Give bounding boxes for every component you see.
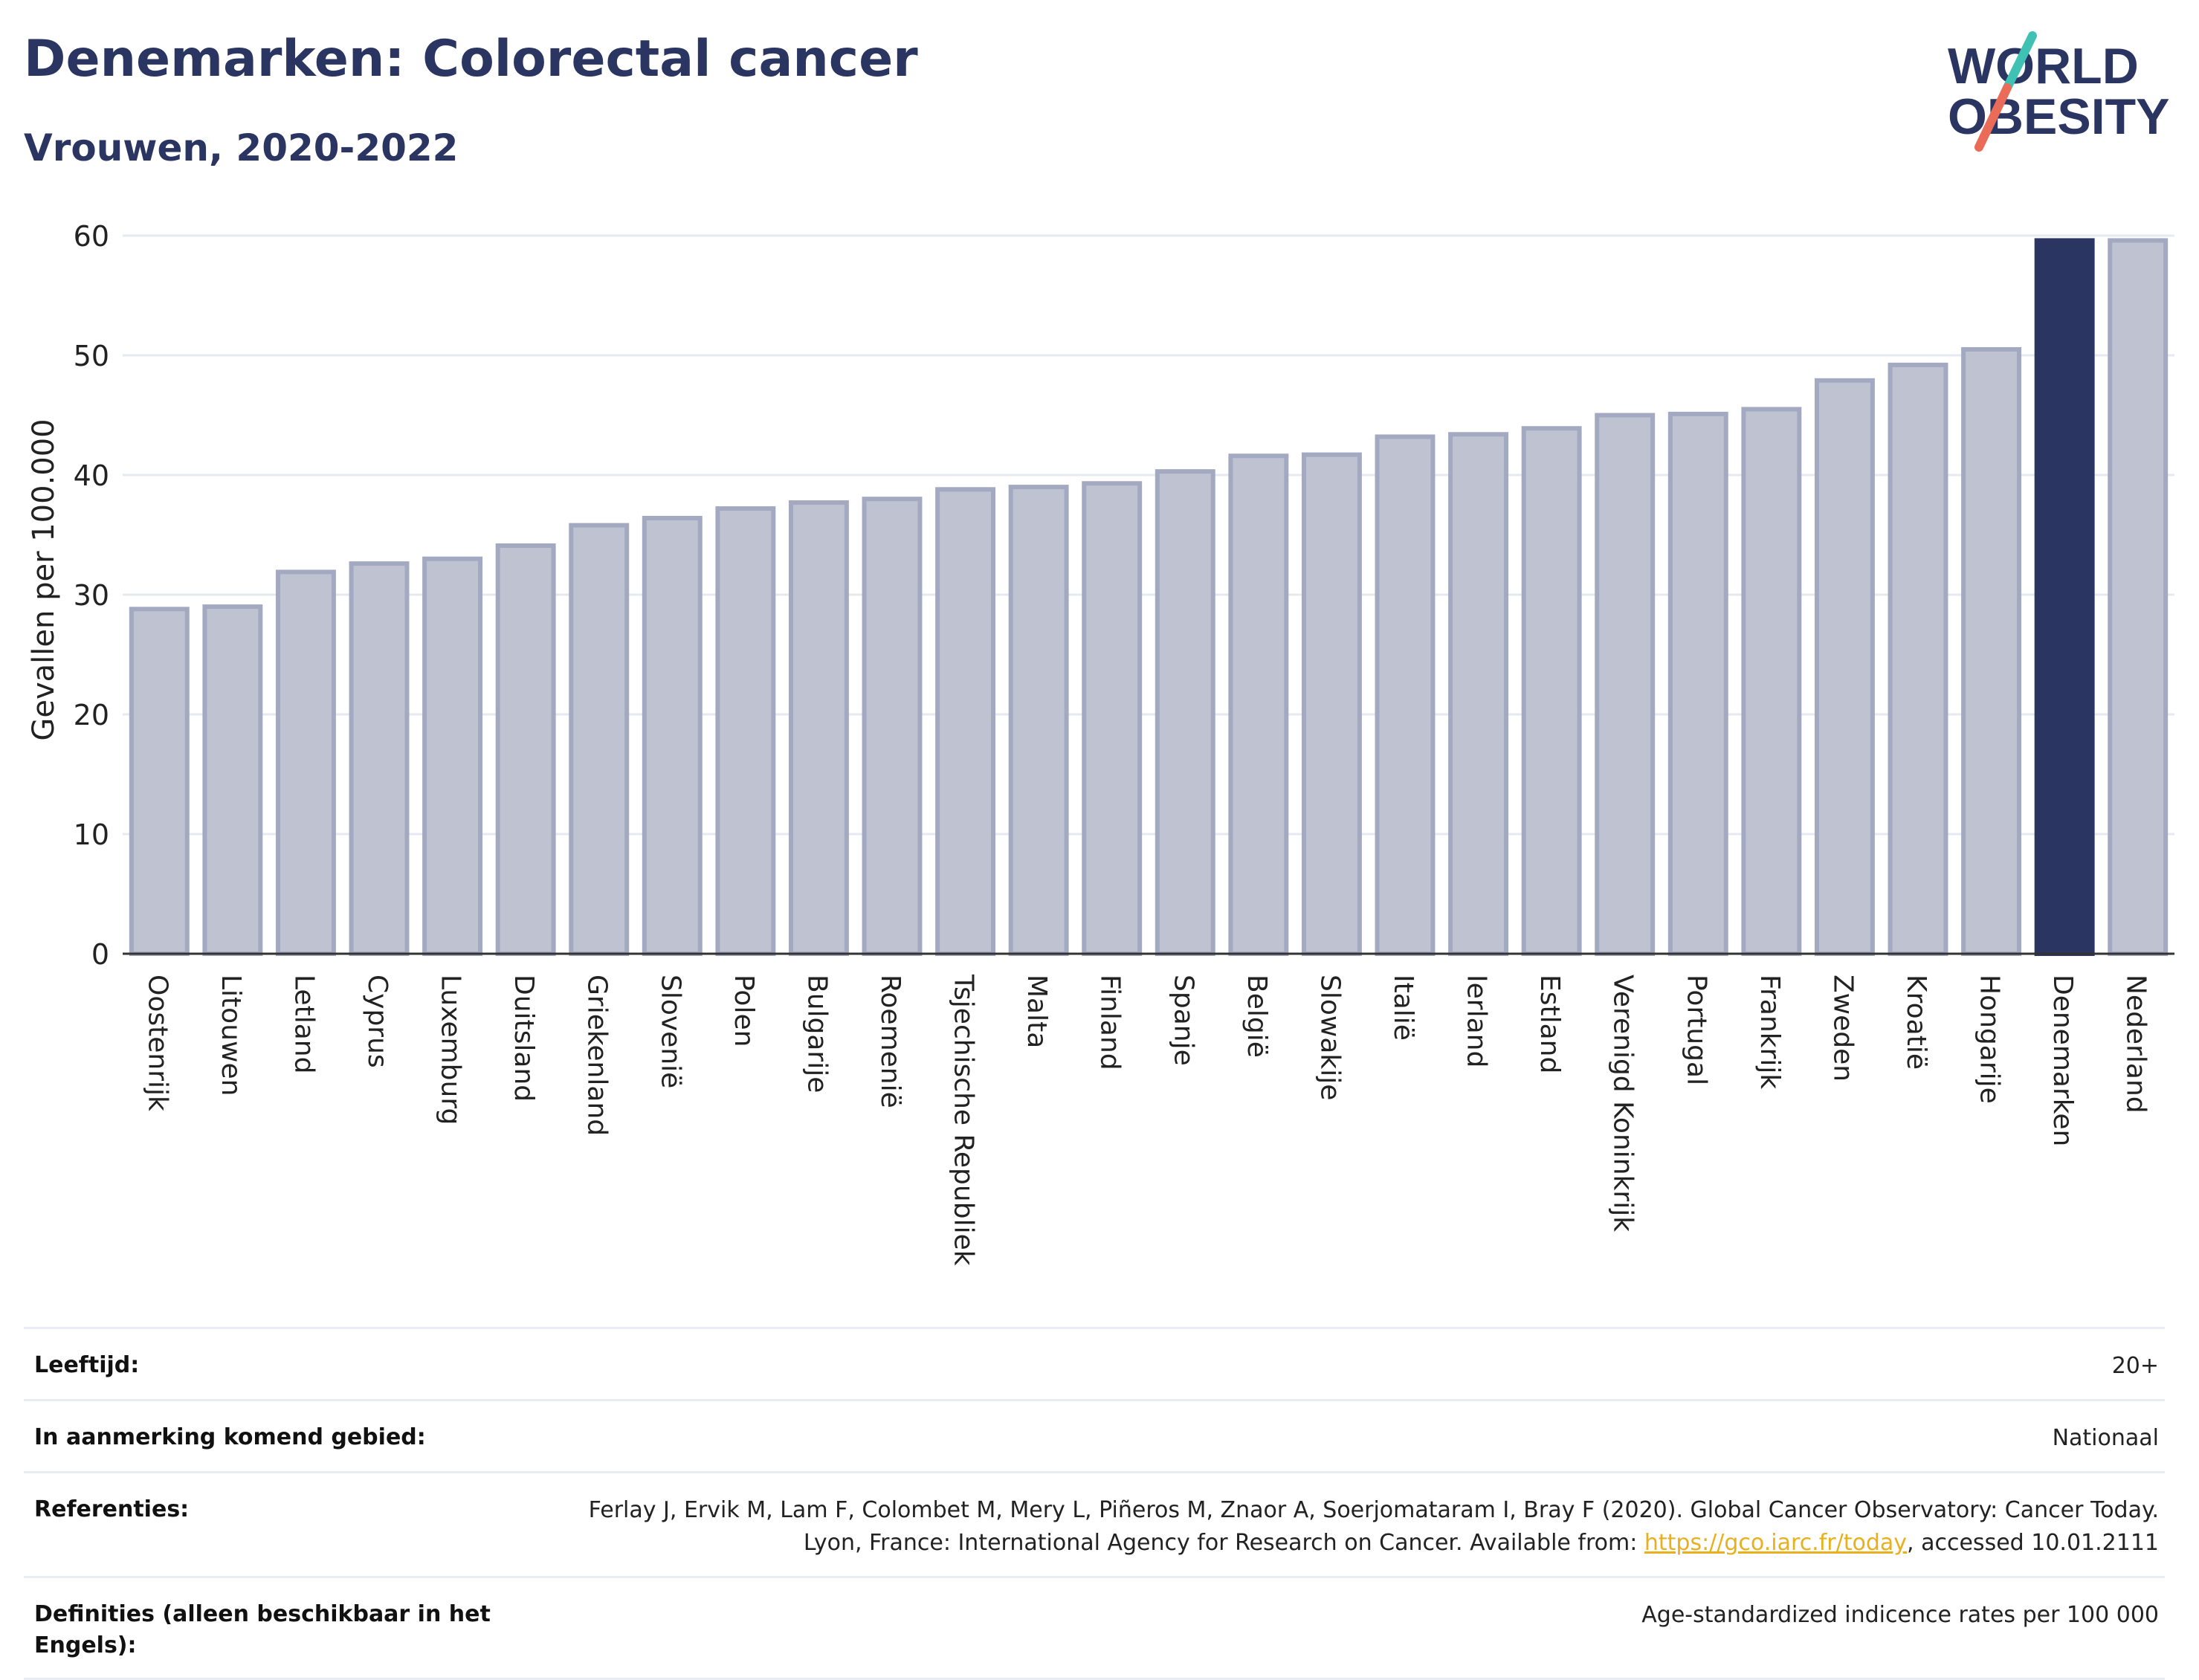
meta-value-references: Ferlay J, Ervik M, Lam F, Colombet M, Me… xyxy=(523,1494,2159,1560)
meta-value-definitions: Age-standardized indicence rates per 100… xyxy=(1641,1602,2159,1628)
x-tick-label: Tsjechische Republiek xyxy=(949,974,979,1266)
bar xyxy=(788,500,849,956)
x-tick-label: Bulgarije xyxy=(801,975,832,1093)
meta-row-area: In aanmerking komend gebied: Nationaal xyxy=(24,1399,2165,1471)
logo-slash-coral xyxy=(1974,83,2012,152)
bar-chart: 0 10 20 30 40 50 60 Oostenrijk Litouwen Letland C… xyxy=(27,220,2174,1266)
bar xyxy=(1961,346,2022,956)
bar xyxy=(569,523,630,956)
x-tick-label: Slowakije xyxy=(1314,975,1345,1100)
reference-link[interactable]: https://gco.iarc.fr/today xyxy=(1644,1530,1908,1556)
bar xyxy=(642,515,703,956)
bar xyxy=(1667,411,1728,956)
bar xyxy=(202,604,263,956)
meta-label-area: In aanmerking komend gebied: xyxy=(34,1424,426,1450)
y-tick-label: 20 xyxy=(74,699,109,731)
x-tick-label: Hongarije xyxy=(1974,975,2005,1104)
x-tick-label: Spanje xyxy=(1168,975,1198,1066)
bar xyxy=(1008,485,1069,956)
bar xyxy=(422,556,483,956)
bar xyxy=(1228,453,1289,956)
x-tick-label: Duitsland xyxy=(508,975,539,1102)
bar xyxy=(715,506,776,956)
bar xyxy=(862,497,923,956)
bar xyxy=(129,607,190,956)
x-tick-label: Cyprus xyxy=(362,975,393,1068)
bars xyxy=(123,238,2174,956)
bar xyxy=(1814,378,1875,956)
x-tick-label: Ierland xyxy=(1462,975,1492,1067)
logo-slash-teal xyxy=(2003,31,2037,92)
meta-label-references: Referenties: xyxy=(34,1496,190,1522)
meta-row-age: Leeftijd: 20+ xyxy=(24,1327,2165,1399)
reference-text: Ferlay J, Ervik M, Lam F, Colombet M, Me… xyxy=(588,1497,2159,1556)
x-tick-label: Denemarken xyxy=(2047,975,2078,1146)
y-tick-label: 0 xyxy=(91,938,109,971)
bar xyxy=(1741,407,1802,956)
x-tick-label: Finland xyxy=(1095,975,1126,1070)
bar xyxy=(1155,469,1215,956)
x-tick-label: Slovenië xyxy=(655,975,685,1088)
x-tick-label: Frankrijk xyxy=(1754,975,1785,1089)
x-tick-label: Luxemburg xyxy=(436,975,466,1125)
bar xyxy=(2034,238,2095,956)
chart-subtitle: Vrouwen, 2020-2022 xyxy=(24,126,459,169)
bar xyxy=(1888,362,1948,956)
x-tick-label: Griekenland xyxy=(582,975,613,1136)
bar xyxy=(2108,238,2169,956)
x-tick-label: Litouwen xyxy=(216,975,246,1096)
y-tick-label: 50 xyxy=(74,340,109,372)
x-axis-labels: Oostenrijk Litouwen Letland Cyprus Luxemburg… xyxy=(142,974,2151,1266)
bar xyxy=(275,569,336,956)
x-tick-label: Letland xyxy=(288,975,319,1073)
bar xyxy=(1301,452,1362,956)
x-tick-label: Portugal xyxy=(1681,975,1711,1085)
meta-value-area: Nationaal xyxy=(2052,1425,2159,1451)
x-tick-label: Kroatië xyxy=(1901,975,1931,1070)
bar xyxy=(1375,434,1436,956)
x-tick-label: Polen xyxy=(729,975,759,1047)
world-obesity-logo: WORLD OBESITY xyxy=(1948,31,2170,152)
y-axis-ticks: 0 10 20 30 40 50 60 xyxy=(74,220,109,971)
bar xyxy=(1082,481,1143,956)
x-tick-label: België xyxy=(1241,975,1272,1058)
y-tick-label: 60 xyxy=(74,220,109,253)
x-tick-label: Malta xyxy=(1021,975,1052,1048)
bar xyxy=(495,543,556,956)
meta-value-age: 20+ xyxy=(2111,1353,2159,1379)
bar xyxy=(1448,432,1509,956)
meta-row-references: Referenties: Ferlay J, Ervik M, Lam F, C… xyxy=(24,1471,2165,1576)
bar xyxy=(349,561,410,956)
x-tick-label: Verenigd Koninkrijk xyxy=(1608,975,1638,1232)
meta-label-age: Leeftijd: xyxy=(34,1352,140,1378)
y-tick-label: 30 xyxy=(74,579,109,612)
metadata-table: Leeftijd: 20+ In aanmerking komend gebie… xyxy=(24,1327,2165,1680)
y-tick-label: 40 xyxy=(74,459,109,492)
meta-label-definitions: Definities (alleen beschikbaar in het En… xyxy=(34,1601,491,1658)
x-tick-label: Oostenrijk xyxy=(142,975,172,1111)
bar xyxy=(1595,413,1656,956)
y-axis-label: Gevallen per 100.000 xyxy=(27,419,61,740)
meta-row-definitions: Definities (alleen beschikbaar in het En… xyxy=(24,1576,2165,1680)
chart-title: Denemarken: Colorectal cancer xyxy=(24,30,918,88)
x-tick-label: Italië xyxy=(1388,975,1418,1041)
y-tick-label: 10 xyxy=(74,818,109,851)
x-tick-label: Zweden xyxy=(1827,975,1858,1082)
x-tick-label: Nederland xyxy=(2121,975,2151,1114)
bar xyxy=(1521,426,1582,956)
x-tick-label: Roemenië xyxy=(875,975,905,1108)
logo-text-world: WORLD xyxy=(1948,38,2139,94)
x-tick-label: Estland xyxy=(1534,975,1565,1073)
reference-accessed: , accessed 10.01.2111 xyxy=(1907,1530,2159,1556)
bar xyxy=(935,487,996,956)
